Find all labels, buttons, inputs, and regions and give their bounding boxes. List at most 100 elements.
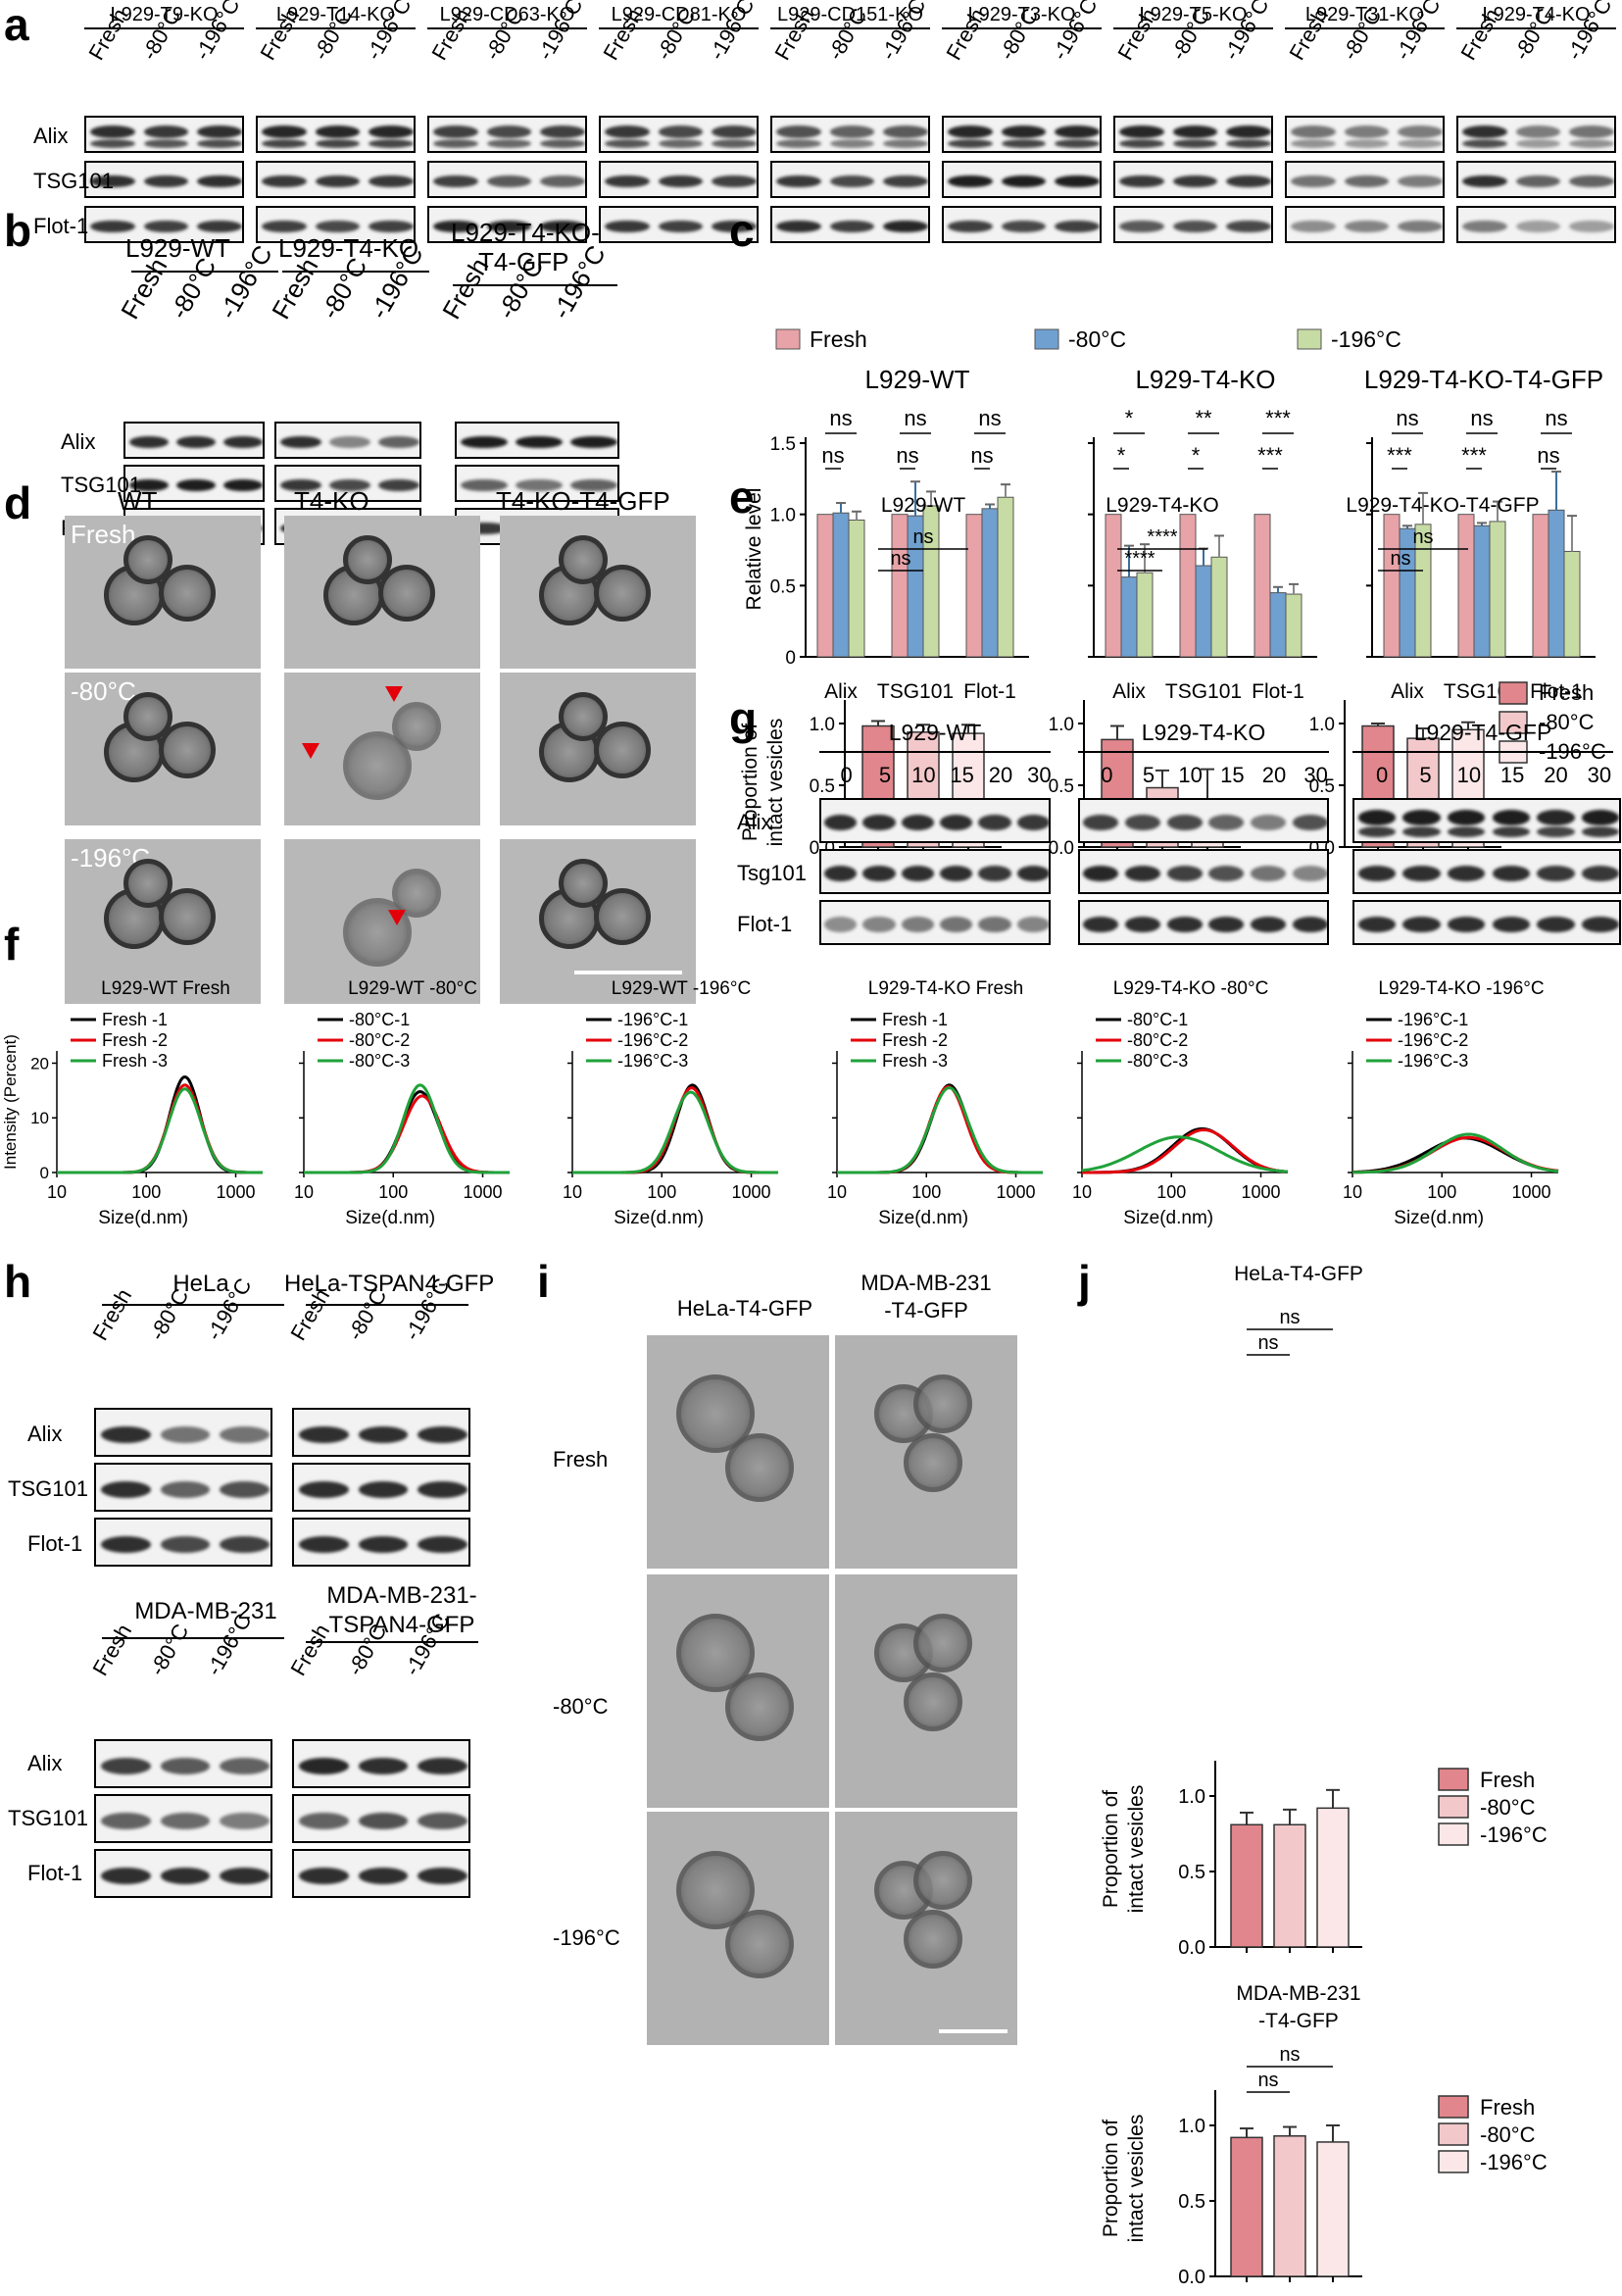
panel-c-x-tick-label: Alix [824, 680, 858, 703]
panel-g-blot-band [1537, 810, 1575, 825]
panel-a-blot [942, 206, 1102, 243]
panel-g-blot [819, 798, 1051, 843]
panel-j-bar [1273, 1823, 1306, 1948]
panel-d-scale-bar [574, 971, 682, 974]
panel-g-blot-band [1083, 917, 1119, 932]
panel-a-blot [1285, 206, 1445, 243]
panel-f-legend-label: -80°C-2 [1127, 1030, 1188, 1050]
panel-g-blot-band-lower [1357, 825, 1396, 837]
panel-a-blot-band [1172, 220, 1218, 233]
panel-a-blot-band [1462, 220, 1507, 233]
panel-c-ylabel: Relative level [743, 488, 765, 611]
panel-i-row-label: -196°C [553, 1925, 620, 1950]
panel-i-row-label: Fresh [553, 1447, 609, 1472]
panel-a-blot-band [829, 125, 875, 139]
panel-f-legend-label: -80°C-1 [1127, 1010, 1188, 1029]
panel-a-blot-band [369, 175, 414, 188]
panel-a-blot-band-lower [1055, 139, 1100, 149]
panel-f-xlabel: Size(d.nm) [1394, 1208, 1484, 1228]
panel-a-blot-band [1398, 125, 1443, 139]
panel-f-x-tick-label: 1000 [1512, 1182, 1551, 1202]
panel-g-blot [819, 900, 1051, 945]
panel-h-blot [292, 1408, 470, 1457]
panel-a-blot-band [658, 125, 704, 139]
panel-g-blot-band [1492, 917, 1530, 932]
panel-h-blot [94, 1408, 272, 1457]
panel-label-h: h [4, 1256, 32, 1307]
panel-a-blot-band-lower [486, 139, 532, 149]
panel-h-blot-band [358, 1812, 409, 1829]
panel-g-blot-band [824, 815, 858, 830]
panel-a-blot-band [1001, 125, 1047, 139]
panel-a-title-underline [942, 27, 1102, 29]
panel-c-legend-label: Fresh [810, 326, 867, 352]
panel-j-ylabel: intact vesicles [1125, 2115, 1148, 2243]
panel-g-blot-band [1125, 815, 1160, 830]
panel-e-sig-label: **** [1124, 548, 1155, 570]
panel-h-blot [292, 1794, 470, 1843]
panel-a-title-underline [84, 27, 244, 29]
panel-a-blot [256, 116, 416, 153]
panel-a-blot-band [829, 175, 875, 188]
panel-g-blot-band [1447, 810, 1486, 825]
panel-a-blot-band [1515, 125, 1561, 139]
panel-a-blot-band [90, 175, 135, 188]
panel-j-y-tick-label: 0.0 [1178, 1937, 1205, 1959]
panel-a-blot-band [658, 220, 704, 233]
panel-h-blot-band [160, 1535, 211, 1553]
panel-a-blot [942, 161, 1102, 198]
panel-c-sig-label: * [1117, 443, 1126, 468]
panel-d-vesicle [594, 565, 651, 622]
panel-a-protein-label: Flot-1 [33, 214, 89, 238]
panel-a-blot-band [605, 175, 650, 188]
panel-a-blot-band [1055, 125, 1100, 139]
panel-b-blot-band [329, 435, 370, 449]
panel-a-protein-label: Alix [33, 124, 69, 148]
panel-c-sig-label: ns [978, 406, 1001, 430]
panel-a-protein-label: TSG101 [33, 169, 114, 193]
panel-j-ylabel: Proportion of [1100, 1790, 1122, 1908]
panel-h-blot-band [418, 1425, 468, 1443]
panel-h-group-underline [306, 1641, 478, 1643]
panel-c-sig-label: ns [1396, 406, 1418, 430]
panel-h-group-underline [306, 1304, 468, 1306]
panel-c-sig-label: *** [1257, 443, 1283, 468]
panel-f-legend-label: -80°C-3 [1127, 1051, 1188, 1071]
panel-a-blot-band [486, 125, 532, 139]
panel-a-blot-band [1055, 175, 1100, 188]
panel-h-group-title: HeLa [172, 1271, 229, 1297]
panel-d-vesicle [559, 859, 608, 908]
panel-a-blot [1456, 161, 1616, 198]
panel-a-blot-band [1055, 220, 1100, 233]
panel-j-chart-title: -T4-GFP [1258, 2010, 1339, 2032]
panel-d-vesicle [159, 888, 216, 945]
panel-f-series-line [57, 1087, 263, 1174]
panel-f-y-tick-label: 0 [40, 1164, 49, 1182]
panel-b-blot-band [516, 435, 563, 449]
panel-f-x-tick-label: 100 [911, 1182, 941, 1202]
panel-h-protein-label: TSG101 [8, 1806, 88, 1830]
panel-c-y-tick-label: 0 [785, 648, 796, 669]
panel-e-y-tick-label: 1.0 [1049, 715, 1074, 735]
panel-g-blot-band-lower [1492, 825, 1530, 837]
panel-g-time-label: 30 [1587, 763, 1612, 787]
panel-g-blot [1352, 849, 1621, 894]
panel-a-blot-band [1462, 175, 1507, 188]
panel-a-blot-band [540, 175, 585, 188]
panel-f-x-tick-label: 10 [1343, 1182, 1362, 1202]
panel-b-blot-band [570, 435, 617, 449]
panel-b-blot-band [378, 478, 419, 492]
panel-d-row-label: -80°C [71, 676, 136, 706]
panel-h-blot-band [220, 1812, 270, 1829]
panel-b-blot-band [128, 478, 170, 492]
panel-a-blot-band-lower [605, 139, 650, 149]
panel-j-sig-label: ns [1257, 2070, 1278, 2091]
panel-a-blot-band [1569, 125, 1614, 139]
panel-g-blot-band [1292, 815, 1327, 830]
panel-g-blot [1078, 900, 1329, 945]
panel-a-blot-band [315, 175, 361, 188]
panel-h-group-title: MDA-MB-231- [326, 1582, 477, 1609]
panel-a-title-underline [427, 27, 587, 29]
panel-j-legend-label: Fresh [1480, 1768, 1535, 1792]
panel-f-legend-label: -196°C-3 [1398, 1051, 1468, 1071]
